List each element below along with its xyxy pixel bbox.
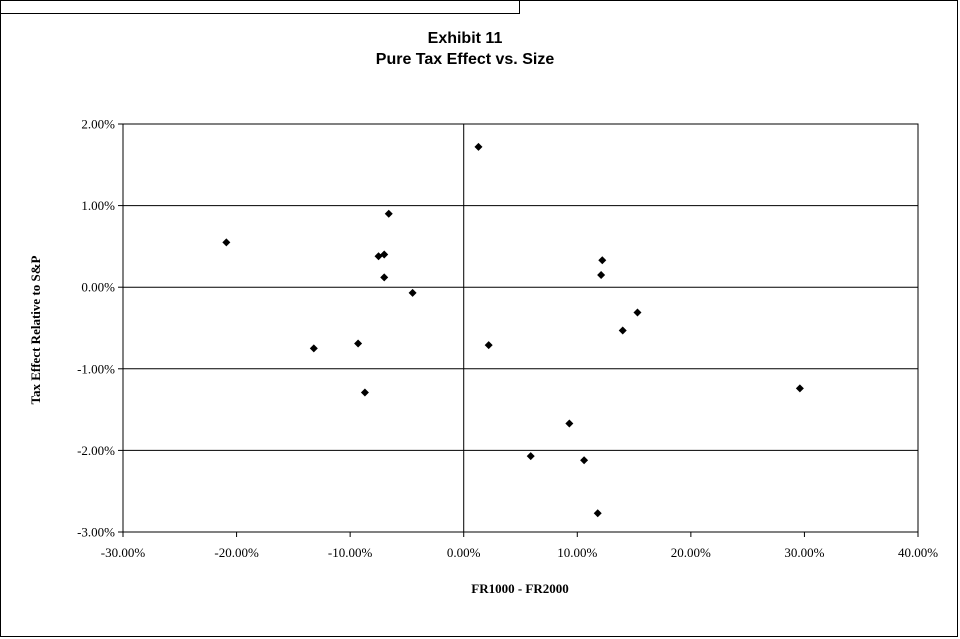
data-point (565, 419, 574, 428)
data-point (384, 209, 393, 218)
x-tick-label: -10.00% (328, 545, 373, 560)
x-tick-label: 30.00% (784, 545, 824, 560)
chart-title: Exhibit 11 (428, 30, 503, 47)
data-points (222, 142, 804, 518)
x-axis-ticks: -30.00% -20.00% -10.00% 0.00% 10.00% 20.00% 30… (101, 532, 938, 560)
data-point (374, 252, 383, 261)
y-tick-label: 1.00% (81, 198, 115, 213)
data-point (593, 509, 602, 518)
plot-area (122, 123, 919, 533)
y-tick-label: -2.00% (77, 443, 115, 458)
data-point (380, 273, 389, 282)
data-point (795, 384, 804, 393)
data-point (598, 256, 607, 265)
y-tick-label: -3.00% (77, 525, 115, 540)
y-axis-label: Tax Effect Relative to S&P (28, 255, 43, 404)
data-point (408, 288, 417, 297)
x-tick-label: -30.00% (101, 545, 146, 560)
data-point (597, 270, 606, 279)
data-point (309, 344, 318, 353)
data-point (474, 142, 483, 151)
header-divider (0, 0, 520, 14)
x-tick-label: -20.00% (214, 545, 259, 560)
data-point (360, 388, 369, 397)
x-axis-label: FR1000 - FR2000 (471, 581, 569, 596)
chart-subtitle: Pure Tax Effect vs. Size (376, 51, 555, 68)
data-point (580, 456, 589, 465)
data-point (222, 238, 231, 247)
data-point (484, 341, 493, 350)
y-tick-label: -1.00% (77, 361, 115, 376)
data-point (633, 308, 642, 317)
y-axis-ticks: -3.00% -2.00% -1.00% 0.00% 1.00% 2.00% (77, 117, 123, 540)
data-point (526, 452, 535, 461)
x-tick-label: 40.00% (898, 545, 938, 560)
grid-lines (123, 205, 918, 451)
data-point (380, 250, 389, 259)
x-tick-label: 20.00% (671, 545, 711, 560)
y-tick-label: 0.00% (81, 280, 115, 295)
y-tick-label: 2.00% (81, 117, 115, 132)
data-point (618, 326, 627, 335)
x-tick-label: 10.00% (557, 545, 597, 560)
data-point (354, 339, 363, 348)
x-tick-label: 0.00% (447, 545, 481, 560)
